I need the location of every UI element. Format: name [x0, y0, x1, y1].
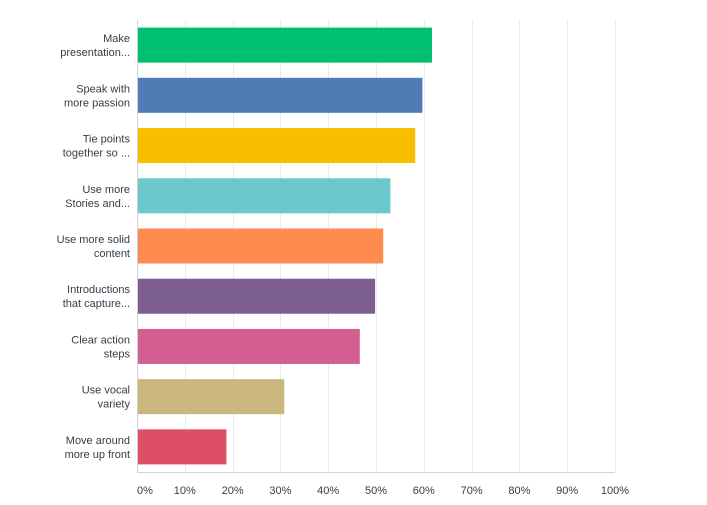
- bar-6: [138, 278, 376, 314]
- bar-7: [138, 328, 360, 364]
- bar-9: [138, 429, 227, 465]
- x-tick-label-80: 80%: [508, 485, 530, 497]
- x-axis-ticks: 0% 10% 20% 30% 40% 50% 60% 70% 80% 90% 100%: [137, 485, 629, 497]
- bar-8: [138, 379, 285, 415]
- x-tick-label-100: 100%: [601, 485, 629, 497]
- category-label-5: Use more solid content: [57, 234, 130, 260]
- category-label-2: Speak with more passion: [64, 83, 130, 109]
- category-label-1: Make presentation...: [60, 33, 130, 59]
- bars: [138, 27, 432, 465]
- bar-4: [138, 178, 391, 214]
- category-label-9: Move around more up front: [65, 435, 130, 461]
- category-label-6: Introductions that capture...: [63, 284, 131, 310]
- x-tick-label-50: 50%: [365, 485, 387, 497]
- x-tick-label-10: 10%: [174, 485, 196, 497]
- category-label-8: Use vocal variety: [82, 385, 131, 411]
- x-tick-label-20: 20%: [222, 485, 244, 497]
- x-tick-label-90: 90%: [556, 485, 578, 497]
- x-tick-label-30: 30%: [269, 485, 291, 497]
- category-label-4: Use more Stories and...: [65, 184, 130, 210]
- x-tick-label-70: 70%: [461, 485, 483, 497]
- bar-5: [138, 228, 384, 264]
- bar-1: [138, 27, 432, 63]
- category-label-3: Tie points together so ...: [63, 134, 131, 160]
- x-tick-label-60: 60%: [413, 485, 435, 497]
- category-labels: Make presentation... Speak with more passio…: [57, 33, 131, 461]
- x-tick-label-40: 40%: [317, 485, 339, 497]
- category-label-7: Clear action steps: [71, 334, 130, 360]
- bar-3: [138, 128, 416, 164]
- bar-2: [138, 77, 423, 113]
- x-tick-label-0: 0%: [137, 485, 153, 497]
